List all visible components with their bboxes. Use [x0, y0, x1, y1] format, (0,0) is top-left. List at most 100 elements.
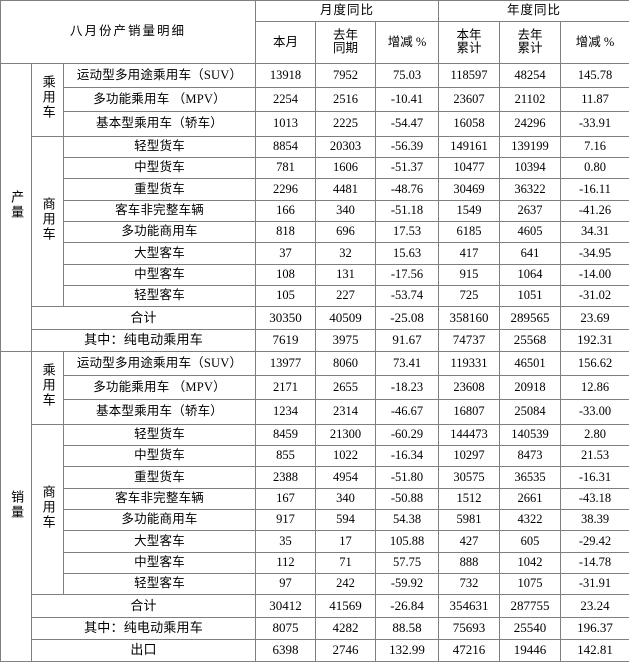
cell-本月: 2171: [255, 374, 317, 401]
cell-增减 %: 91.67: [375, 328, 440, 352]
table-row: 大型客车 35 17 105.88 427 605 -29.42: [1, 530, 629, 553]
cell-去年累计: 25568: [499, 328, 562, 352]
table-row: 中型客车 108 131 -17.56 915 1064 -14.00: [1, 263, 629, 287]
row-label: 多功能乘用车 （MPV）: [62, 374, 257, 401]
row-label: 轻型客车: [62, 285, 257, 308]
cell-增减 %: -25.08: [375, 306, 440, 330]
cell-增减 %: 34.31: [560, 220, 629, 244]
cell-增减 %: 54.38: [375, 508, 440, 532]
table-row: 基本型乘用车（轿车） 1234 2314 -46.67 16807 25084 -33.00: [1, 399, 629, 425]
cell-本年累计: 915: [438, 263, 501, 287]
row-label: 轻型货车: [62, 135, 257, 158]
cell-去年累计: 641: [499, 242, 562, 265]
cell-本月: 105: [255, 285, 317, 308]
cell-本年累计: 47216: [438, 638, 501, 662]
cell-本月: 37: [255, 242, 317, 265]
cell-增减 %: -56.39: [375, 135, 440, 158]
cell-本年累计: 732: [438, 573, 501, 596]
table-row: 商用车 轻型货车 8459 21300 -60.29 144473 140539 2.80: [1, 423, 629, 596]
cell-本月: 2296: [255, 178, 317, 201]
cell-去年累计: 140539: [499, 423, 562, 446]
cell-本月: 855: [255, 444, 317, 468]
table-row: 重型货车 2296 4481 -48.76 30469 36322 -16.11: [1, 178, 629, 201]
header-col-month-change: 增减 %: [375, 21, 440, 64]
cell-去年同期: 227: [315, 285, 377, 308]
table-row: 中型货车 781 1606 -51.37 10477 10394 0.80: [1, 156, 629, 180]
table-row: 合计 30350 40509 -25.08 358160 289565 23.69: [1, 306, 629, 330]
cell-增减 %: -46.67: [375, 399, 440, 425]
cell-增减 %: 75.03: [375, 62, 440, 88]
header-group-year: 年度同比: [438, 0, 629, 23]
table-row: 轻型客车 105 227 -53.74 725 1051 -31.02: [1, 285, 629, 308]
table-row: 出口 6398 2746 132.99 47216 19446 142.81: [1, 638, 629, 662]
cell-增减 %: -60.29: [375, 423, 440, 446]
cell-去年累计: 36535: [499, 466, 562, 489]
cell-去年累计: 2637: [499, 199, 562, 222]
cell-去年同期: 17: [315, 530, 377, 553]
cell-本年累计: 118597: [438, 62, 501, 88]
cell-增减 %: -16.31: [560, 466, 629, 489]
cell-去年累计: 289565: [499, 306, 562, 330]
row-label: 重型货车: [62, 178, 257, 201]
row-label: 基本型乘用车（轿车）: [62, 399, 257, 425]
cell-本年累计: 30469: [438, 178, 501, 201]
cell-增减 %: 12.86: [560, 374, 629, 401]
header-col-year-lastyear-line2: 累计: [517, 41, 543, 56]
cell-去年同期: 20303: [315, 135, 377, 158]
cell-去年累计: 4322: [499, 508, 562, 532]
cell-增减 %: 145.78: [560, 62, 629, 88]
cell-本月: 8459: [255, 423, 317, 446]
cell-去年累计: 48254: [499, 62, 562, 88]
cell-去年累计: 1051: [499, 285, 562, 308]
row-label: 多功能乘用车 （MPV）: [62, 86, 257, 113]
cell-增减 %: -54.47: [375, 111, 440, 137]
cell-去年累计: 25084: [499, 399, 562, 425]
cell-去年累计: 2661: [499, 487, 562, 510]
cell-增减 %: -17.56: [375, 263, 440, 287]
cell-去年累计: 1075: [499, 573, 562, 596]
cell-去年同期: 4954: [315, 466, 377, 489]
cell-本月: 167: [255, 487, 317, 510]
header-col-year-lastyear: 去年 累计: [499, 21, 562, 64]
cell-增减 %: 15.63: [375, 242, 440, 265]
cell-去年同期: 340: [315, 487, 377, 510]
header-col-month-current: 本月: [255, 21, 317, 64]
cell-增减 %: 0.80: [560, 156, 629, 180]
header-row-columns: 本月 去年 同期 增减 % 本年 累计 去年 累计 增减 %: [1, 21, 629, 64]
cell-去年同期: 1022: [315, 444, 377, 468]
cell-本月: 2254: [255, 86, 317, 113]
cell-增减 %: -50.88: [375, 487, 440, 510]
cell-本年累计: 427: [438, 530, 501, 553]
cell-去年同期: 71: [315, 551, 377, 575]
cell-本年累计: 358160: [438, 306, 501, 330]
header-col-month-lastyear: 去年 同期: [315, 21, 377, 64]
row-label: 运动型多用途乘用车（SUV）: [62, 350, 257, 376]
cell-本年累计: 10297: [438, 444, 501, 468]
row-label: 重型货车: [62, 466, 257, 489]
cell-去年累计: 25540: [499, 616, 562, 640]
table-row: 中型客车 112 71 57.75 888 1042 -14.78: [1, 551, 629, 575]
cell-增减 %: 156.62: [560, 350, 629, 376]
cell-本年累计: 23607: [438, 86, 501, 113]
row-label: 大型客车: [62, 242, 257, 265]
cell-本月: 112: [255, 551, 317, 575]
table-row: 基本型乘用车（轿车） 1013 2225 -54.47 16058 24296 -33.91: [1, 111, 629, 137]
cell-本年累计: 119331: [438, 350, 501, 376]
header-col-month-lastyear-line1: 去年: [333, 27, 359, 42]
cell-去年累计: 8473: [499, 444, 562, 468]
table-row: 大型客车 37 32 15.63 417 641 -34.95: [1, 242, 629, 265]
cell-增减 %: -53.74: [375, 285, 440, 308]
table-row: 多功能商用车 818 696 17.53 6185 4605 34.31: [1, 220, 629, 244]
cell-本月: 13918: [255, 62, 317, 88]
cell-去年累计: 10394: [499, 156, 562, 180]
row-label: 中型货车: [62, 156, 257, 180]
cell-去年同期: 2314: [315, 399, 377, 425]
cell-增减 %: 142.81: [560, 638, 629, 662]
cell-增减 %: 38.39: [560, 508, 629, 532]
cell-去年累计: 20918: [499, 374, 562, 401]
cell-本年累计: 75693: [438, 616, 501, 640]
cell-本月: 30412: [255, 594, 317, 618]
table-row: 产量 乘用车 运动型多用途乘用车（SUV） 13918 7952 75.03 118597 4…: [0, 62, 629, 352]
cell-去年同期: 7952: [315, 62, 377, 88]
cell-去年同期: 2655: [315, 374, 377, 401]
